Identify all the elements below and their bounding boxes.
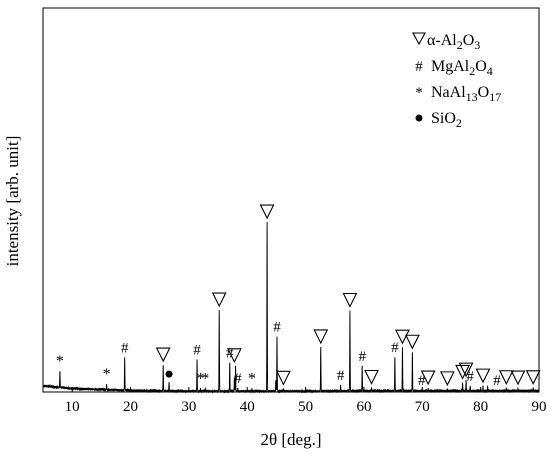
- legend-marker: [415, 114, 423, 122]
- spinel-marker: #: [273, 320, 281, 336]
- alumina-marker: [364, 369, 379, 385]
- spinel-marker: #: [493, 373, 501, 389]
- xrd-pattern-line: [42, 222, 540, 394]
- alumina-marker: [439, 371, 455, 387]
- y-axis-label: intensity [arb. unit]: [3, 136, 22, 267]
- alumina-marker: [455, 364, 470, 380]
- spinel-marker: #: [121, 340, 129, 356]
- nal-marker: *: [197, 370, 205, 387]
- alumina-marker: [276, 370, 291, 386]
- legend-entry: * NaAl13O17: [415, 84, 501, 104]
- alumina-marker: [342, 292, 358, 308]
- alumina-marker: [313, 329, 329, 345]
- spinel-marker: #: [226, 346, 234, 362]
- spinel-marker: #: [337, 368, 345, 384]
- alumina-marker: [420, 370, 436, 386]
- x-tick-label: 70: [415, 399, 430, 415]
- spinel-marker: #: [358, 349, 366, 365]
- spinel-marker: #: [466, 369, 474, 385]
- x-tick-label: 40: [240, 399, 255, 415]
- silica-marker: [165, 370, 173, 378]
- alumina-marker: [227, 348, 242, 364]
- legend-entry: # MgAl2O4: [415, 58, 493, 78]
- legend-entry: SiO2: [415, 110, 462, 130]
- peak-markers: # # ####### # #** ** *: [56, 204, 541, 389]
- x-tick-label: 30: [181, 399, 196, 415]
- alumina-marker: [155, 347, 171, 363]
- x-tick-label: 50: [298, 399, 313, 415]
- legend-entry: α-Al2O3: [412, 32, 480, 52]
- x-tick-label: 90: [532, 399, 547, 415]
- legend-label: SiO2: [431, 110, 462, 130]
- alumina-marker: [211, 292, 227, 308]
- spinel-marker: #: [234, 371, 242, 387]
- alumina-marker: [475, 368, 491, 384]
- alumina-marker: [404, 334, 420, 350]
- x-tick-label: 20: [123, 399, 138, 415]
- nal-marker: *: [56, 353, 64, 370]
- legend-marker: [412, 32, 426, 46]
- alumina-marker: [458, 362, 474, 378]
- x-tick-label: 10: [65, 399, 80, 415]
- nal-marker: *: [103, 366, 111, 383]
- alumina-marker: [510, 370, 526, 386]
- x-tick-label: 80: [473, 399, 488, 415]
- spinel-marker: #: [193, 343, 201, 359]
- nal-marker: *: [248, 371, 256, 388]
- legend-marker: #: [415, 59, 423, 75]
- x-axis-label: 2θ [deg.]: [260, 430, 321, 449]
- spinel-marker: #: [391, 340, 399, 356]
- legend-label: NaAl13O17: [431, 84, 501, 104]
- legend-label: α-Al2O3: [427, 32, 480, 52]
- spinel-marker: #: [418, 373, 426, 389]
- nal-marker: *: [201, 370, 209, 387]
- alumina-marker: [259, 204, 275, 220]
- x-tick-label: 60: [356, 399, 371, 415]
- alumina-marker: [395, 329, 410, 345]
- legend-marker: *: [415, 85, 423, 101]
- legend-label: MgAl2O4: [431, 58, 493, 78]
- alumina-marker: [498, 370, 514, 385]
- alumina-marker: [525, 370, 541, 385]
- legend: α-Al2O3# MgAl2O4 * NaAl13O17 SiO2: [412, 32, 501, 130]
